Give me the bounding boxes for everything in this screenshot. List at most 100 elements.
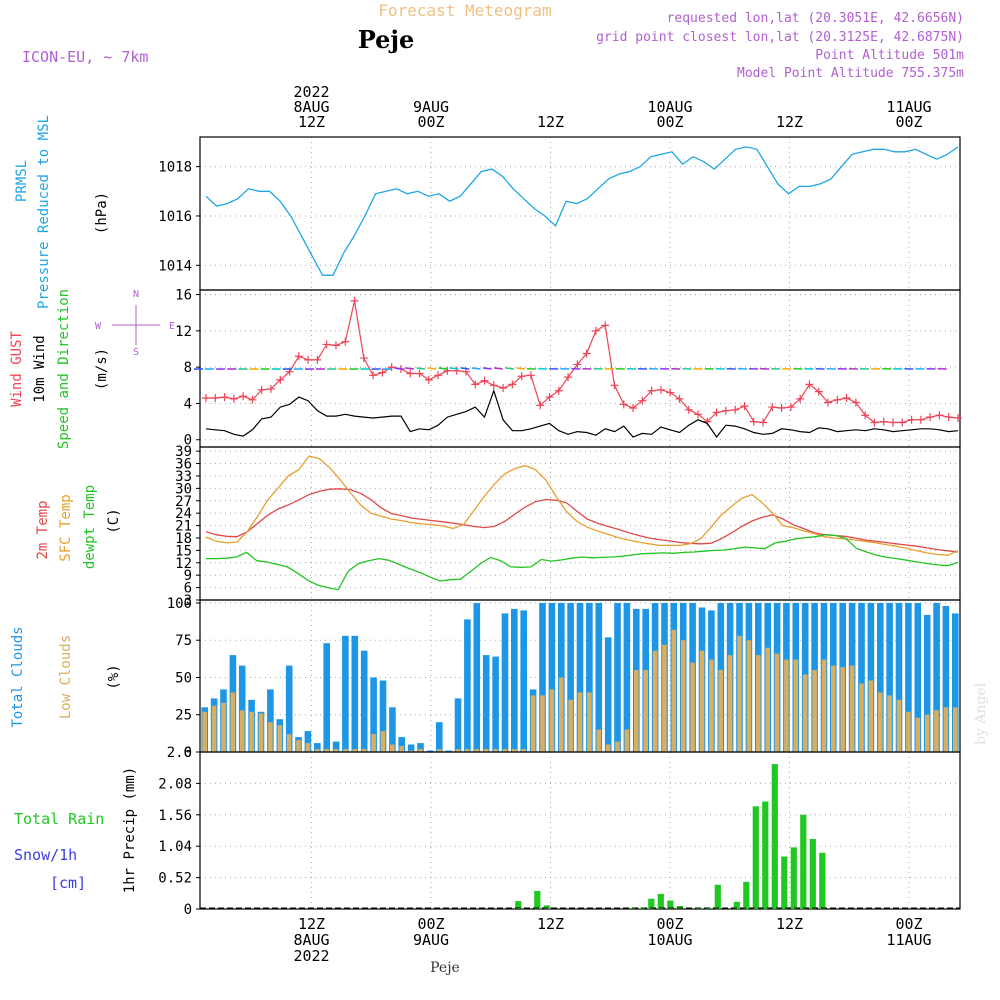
gust-point (202, 393, 210, 402)
temp-ylabel-sfc: SFC Temp (58, 494, 74, 561)
bottom-tick-label: 00Z (656, 915, 683, 933)
low-clouds-bar (924, 714, 930, 752)
gust-point (508, 380, 517, 389)
total-clouds-bar (877, 603, 884, 752)
gust-point (749, 417, 758, 426)
gust-point (833, 395, 842, 404)
panel-pressure: 1014 1016 1018 PRMSL Pressure Reduced to MSL… (14, 115, 961, 309)
bottom-tick-label: 8AUG (293, 931, 329, 949)
y-tick-label: 21 (175, 519, 192, 535)
gust-point (889, 418, 898, 427)
top-tick-label: 00Z (656, 113, 683, 131)
total-clouds-bar (576, 603, 584, 752)
bottom-tick-label: 00Z (895, 915, 922, 933)
panels: 1014 1016 1018 PRMSL Pressure Reduced to MSL… (9, 115, 962, 918)
y-tick-label: 2.6 (167, 745, 192, 761)
low-clouds-bar (877, 692, 883, 752)
gust-point (369, 371, 378, 380)
y-tick-label: 75 (175, 633, 192, 649)
gust-point (415, 369, 424, 378)
total-clouds-bar (267, 689, 274, 752)
gust-point (786, 403, 795, 412)
gust-point (694, 410, 703, 419)
gust-point (378, 368, 387, 377)
precip-bar (771, 764, 778, 909)
low-clouds-bar (437, 749, 442, 752)
precip-bar (762, 801, 769, 909)
y-tick-label: 24 (175, 506, 192, 522)
bottom-tick-label: 11AUG (886, 931, 931, 949)
top-tick-label: 12Z (537, 113, 564, 131)
panel-frame (199, 751, 961, 910)
bottom-tick-label: 00Z (417, 915, 444, 933)
y-tick-label: 4 (184, 396, 192, 412)
low-clouds-bar (859, 683, 864, 752)
precip-bar (515, 901, 522, 909)
precip-bar (743, 881, 750, 909)
gust-point (276, 375, 285, 384)
temp-series-line (205, 455, 959, 556)
gust-point (554, 386, 563, 395)
low-clouds-bar (418, 749, 423, 752)
low-clouds-bar (690, 662, 695, 752)
gust-point (712, 408, 721, 417)
compass-south: S (133, 347, 139, 358)
total-clouds-bar (604, 637, 612, 752)
total-clouds-bar (436, 722, 443, 752)
low-clouds-bar (605, 744, 611, 752)
total-clouds-bar (520, 610, 527, 752)
gust-point (926, 413, 935, 422)
total-clouds-bar (360, 650, 368, 752)
total-clouds-bar (473, 603, 481, 752)
model-name: ICON-EU, ~ 7km (22, 48, 148, 66)
low-clouds-bar (230, 692, 236, 752)
low-clouds-bar (615, 741, 620, 752)
low-clouds-bar (296, 740, 301, 752)
total-clouds-bar (389, 707, 396, 752)
total-clouds-bar (454, 698, 462, 752)
y-tick-label: 1.56 (158, 808, 192, 824)
low-clouds-bar (812, 670, 817, 752)
low-clouds-bar (634, 670, 639, 752)
total-clouds-bar (858, 603, 865, 752)
precip-bar (714, 884, 721, 909)
y-tick-label: 1.04 (158, 839, 192, 855)
low-clouds-bar (896, 699, 902, 752)
gust-point (536, 401, 545, 410)
low-clouds-bar (831, 665, 836, 752)
y-tick-label: 1014 (158, 258, 192, 274)
gust-point (331, 341, 340, 350)
gust-point (879, 417, 888, 426)
precip-bar (648, 898, 655, 909)
y-tick-label: 0.52 (158, 871, 192, 887)
low-clouds-bar (596, 729, 602, 752)
top-tick-label: 10AUG (647, 98, 692, 116)
gust-point (564, 373, 573, 382)
low-clouds-bar (343, 749, 348, 752)
y-tick-label: 12 (175, 324, 192, 340)
precip-bar (657, 893, 664, 909)
bottom-tick-label: 12Z (776, 915, 803, 933)
precip-ylabel: 1hr Precip (mm) (122, 767, 138, 893)
gust-point (229, 394, 238, 403)
top-tick-label: 12Z (776, 113, 803, 131)
total-clouds-bar (867, 603, 875, 752)
y-tick-label: 6 (184, 581, 192, 597)
total-clouds-bar (914, 603, 922, 752)
y-tick-label: 3 (184, 593, 192, 609)
total-clouds-bar (342, 635, 349, 752)
low-clouds-bar (737, 635, 742, 752)
low-clouds-bar (371, 734, 376, 752)
compass-east: E (169, 321, 175, 332)
gust-point (731, 405, 740, 414)
total-clouds-bar (933, 603, 940, 752)
gust-point (898, 418, 907, 427)
low-clouds-bar (699, 650, 705, 752)
precip-bar (800, 814, 807, 909)
total-clouds-bar (323, 643, 330, 752)
total-clouds-bar (895, 603, 903, 752)
gust-point (954, 413, 962, 422)
gust-point (517, 372, 526, 381)
wind-series-line (205, 388, 959, 439)
